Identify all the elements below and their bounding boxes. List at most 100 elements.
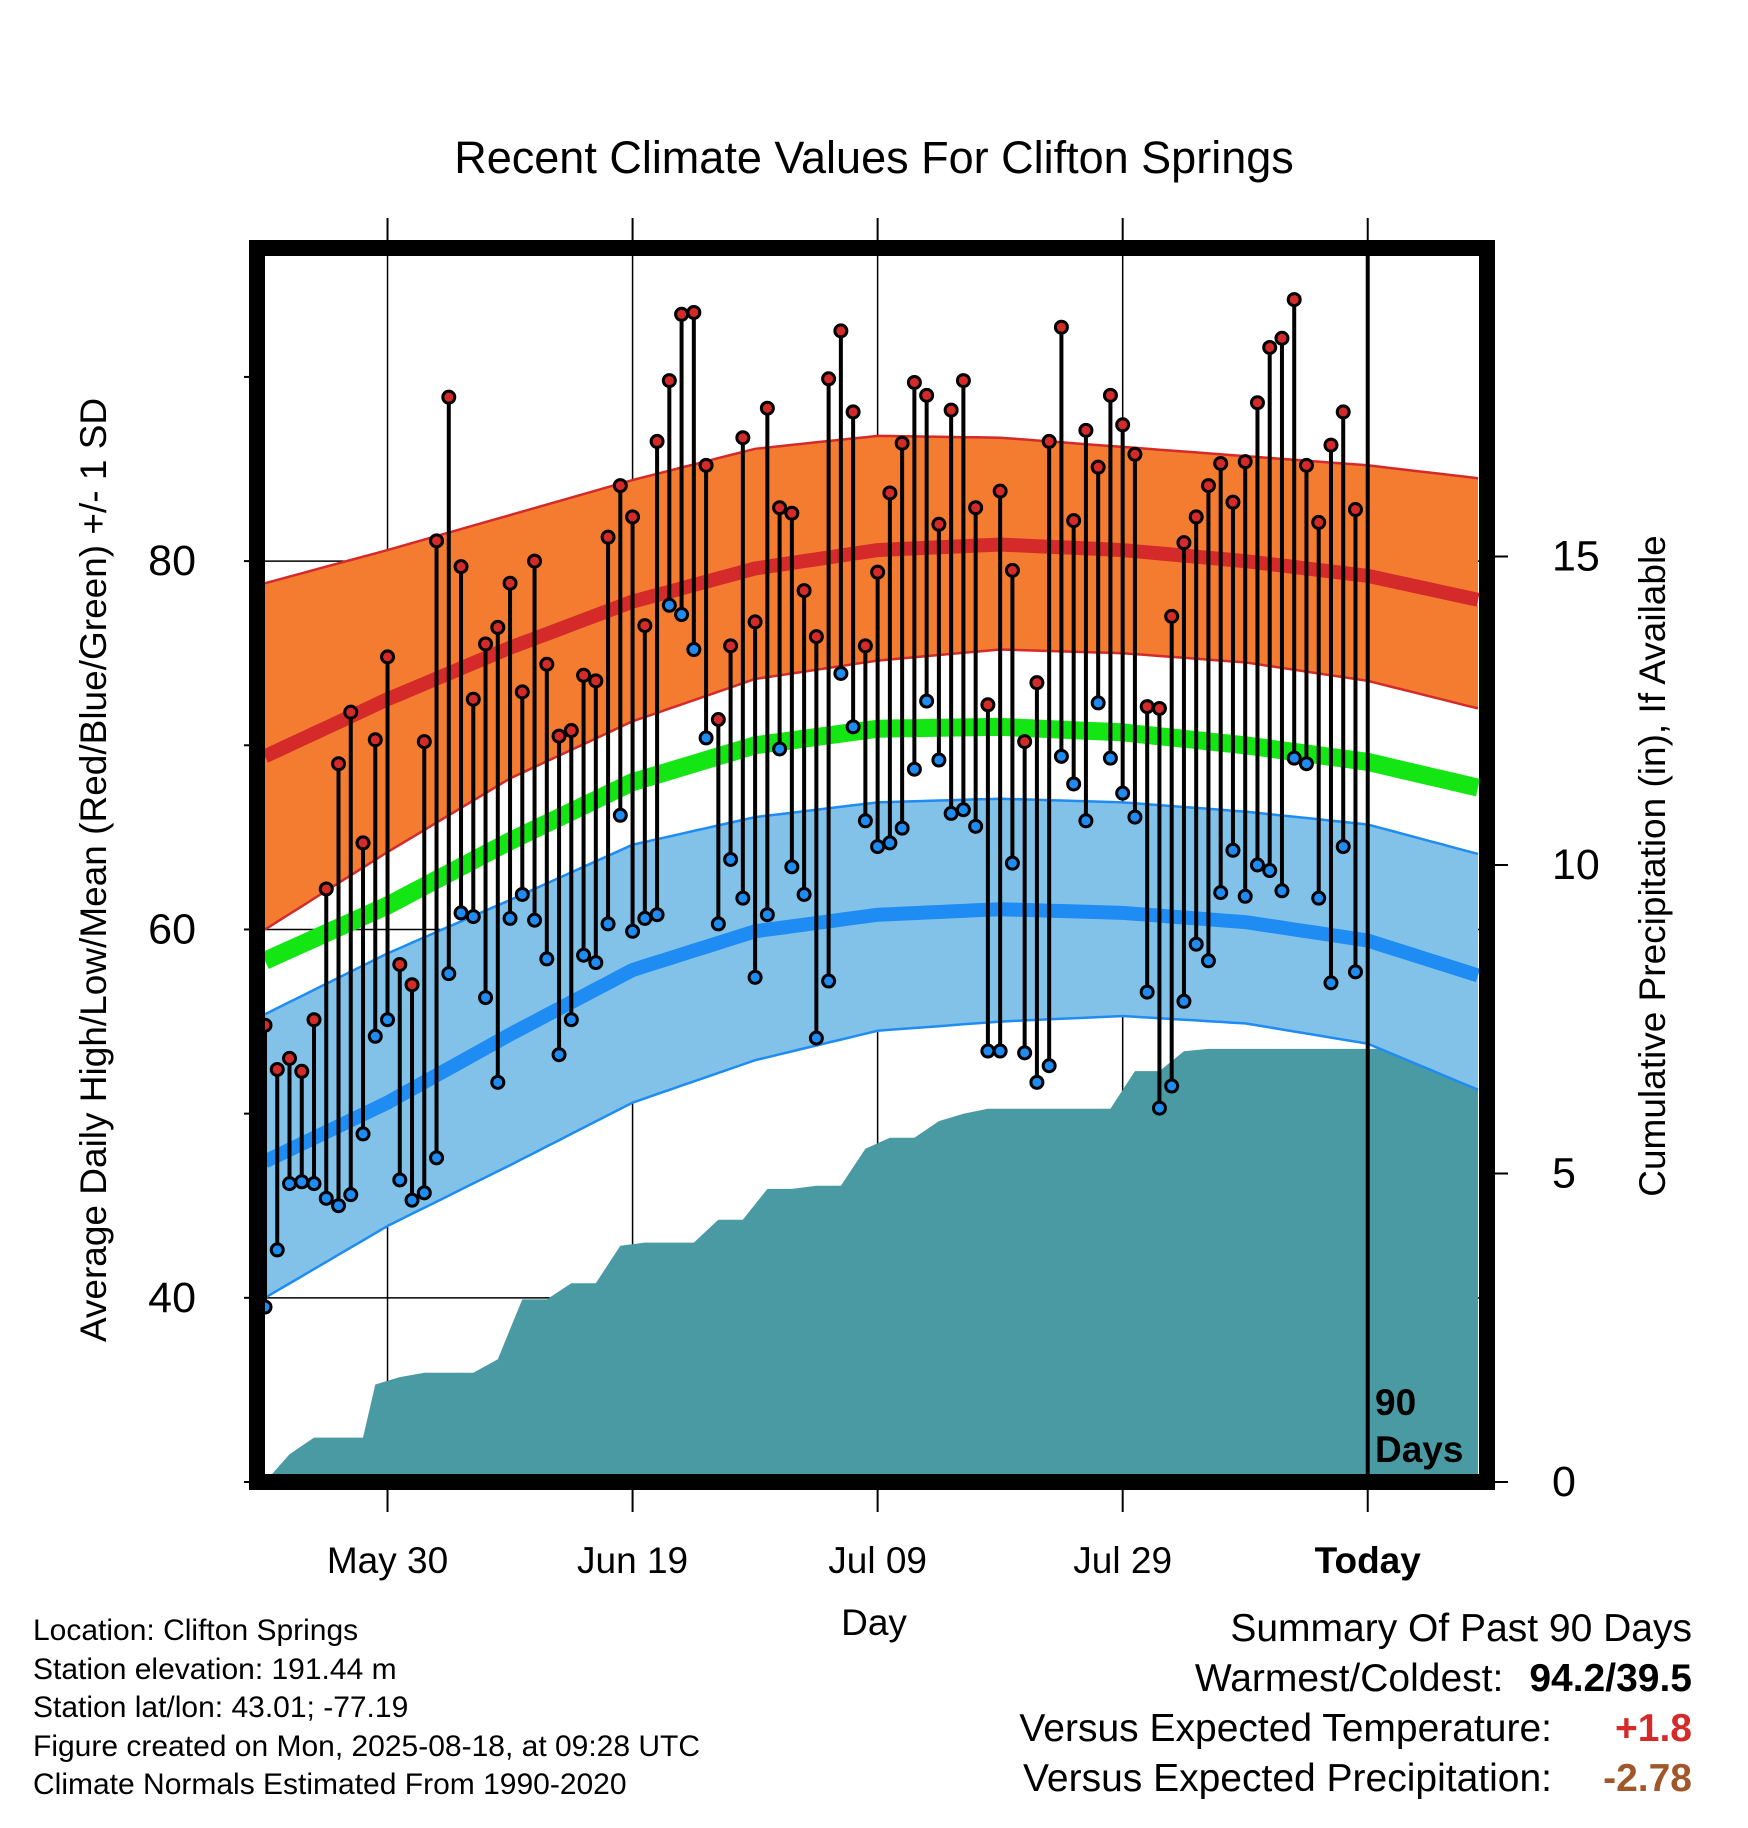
obs-high-point (870, 564, 886, 580)
obs-low-point (747, 969, 763, 985)
obs-high-point (796, 583, 812, 599)
obs-low-point (894, 820, 910, 836)
obs-low-point (1041, 1058, 1057, 1074)
obs-high-point (968, 500, 984, 516)
warm-cold-label: Warmest/Coldest: (1194, 1657, 1504, 1700)
obs-low-point (637, 910, 653, 926)
obs-high-point (686, 304, 702, 320)
obs-low-point (735, 890, 751, 906)
obs-low-point (992, 1043, 1008, 1059)
obs-low-point (845, 719, 861, 735)
obs-high-point (1311, 514, 1327, 530)
low-lower-edge (264, 1014, 1479, 1299)
obs-high-point (1286, 292, 1302, 308)
obs-high-point (514, 684, 530, 700)
obs-high-point (1225, 494, 1241, 510)
obs-low-point (1151, 1100, 1167, 1116)
obs-high-point (1176, 535, 1192, 551)
obs-low-point (490, 1074, 506, 1090)
obs-low-point (919, 693, 935, 709)
today-label-90: 90 (1375, 1382, 1416, 1423)
obs-low-point (1298, 756, 1314, 772)
precip-area (265, 1048, 1478, 1482)
obs-low-point (306, 1176, 322, 1192)
obs-high-point (1164, 608, 1180, 624)
obs-high-point (1249, 395, 1265, 411)
obs-low-point (563, 1012, 579, 1028)
obs-high-point (661, 373, 677, 389)
obs-low-point (1213, 885, 1229, 901)
obs-low-point (931, 752, 947, 768)
latlon-text: Station lat/lon: 43.01; -77.19 (33, 1691, 409, 1724)
obs-low-point (1237, 888, 1253, 904)
obs-high-point (1323, 437, 1339, 453)
today-label-days: Days (1375, 1429, 1463, 1470)
obs-high-point (600, 529, 616, 545)
obs-low-point (1127, 809, 1143, 825)
y-right-tick-label: 10 (1552, 841, 1600, 889)
obs-low-point (857, 813, 873, 829)
obs-low-point (943, 805, 959, 821)
y-left-tick-label: 80 (148, 537, 196, 585)
obs-low-point (294, 1174, 310, 1190)
obs-low-point (429, 1150, 445, 1166)
obs-high-point (380, 649, 396, 665)
obs-high-point (453, 559, 469, 575)
plot-area: 40 60 80 0 5 10 15 May 30 Jun 19 Jul 09 Jul 29 Toda… (148, 218, 1600, 1581)
obs-low-point (870, 839, 886, 855)
obs-low-point (833, 665, 849, 681)
obs-low-point (661, 597, 677, 613)
obs-high-point (269, 1061, 285, 1077)
y-right-tick-label: 0 (1552, 1458, 1576, 1506)
obs-low-point (1200, 953, 1216, 969)
obs-low-point (282, 1176, 298, 1192)
obs-low-point (600, 916, 616, 932)
obs-low-point (1176, 993, 1192, 1009)
obs-low-point (380, 1012, 396, 1028)
obs-high-point (478, 636, 494, 652)
obs-high-point (563, 723, 579, 739)
x-tick-label: Today (1315, 1540, 1422, 1581)
low-normal-line (261, 902, 1481, 1168)
obs-high-point (1262, 339, 1278, 355)
x-tick-label: Jul 09 (828, 1540, 927, 1581)
obs-low-point (1225, 842, 1241, 858)
obs-low-point (1311, 890, 1327, 906)
y-right-tick-label: 5 (1552, 1150, 1576, 1198)
obs-low-point (625, 923, 641, 939)
obs-low-point (331, 1198, 347, 1214)
obs-high-point (502, 575, 518, 591)
obs-high-point (1090, 459, 1106, 475)
obs-low-point (478, 990, 494, 1006)
obs-low-point (367, 1028, 383, 1044)
obs-high-point (1298, 457, 1314, 473)
obs-low-point (698, 730, 714, 746)
obs-high-point (698, 457, 714, 473)
obs-low-point (1090, 695, 1106, 711)
obs-low-point (1053, 748, 1069, 764)
obs-high-point (637, 618, 653, 634)
obs-low-point (1004, 855, 1020, 871)
obs-high-point (551, 728, 567, 744)
obs-high-point (1029, 675, 1045, 691)
y-left-tick-label: 40 (148, 1274, 196, 1322)
obs-low-point (1335, 839, 1351, 855)
x-tick-label: May 30 (327, 1540, 448, 1581)
obs-low-point (674, 607, 690, 623)
obs-low-point (404, 1192, 420, 1208)
obs-high-point (943, 402, 959, 418)
obs-high-point (857, 638, 873, 654)
obs-low-point (1078, 813, 1094, 829)
obs-high-point (1127, 446, 1143, 462)
elevation-text: Station elevation: 191.44 m (33, 1652, 397, 1686)
obs-high-point (294, 1063, 310, 1079)
obs-low-point (1066, 776, 1082, 792)
obs-low-point (1102, 750, 1118, 766)
obs-low-point (906, 761, 922, 777)
obs-high-point (1053, 319, 1069, 335)
obs-high-point (894, 435, 910, 451)
obs-low-point (318, 1190, 334, 1206)
obs-high-point (1004, 562, 1020, 578)
obs-high-point (735, 430, 751, 446)
